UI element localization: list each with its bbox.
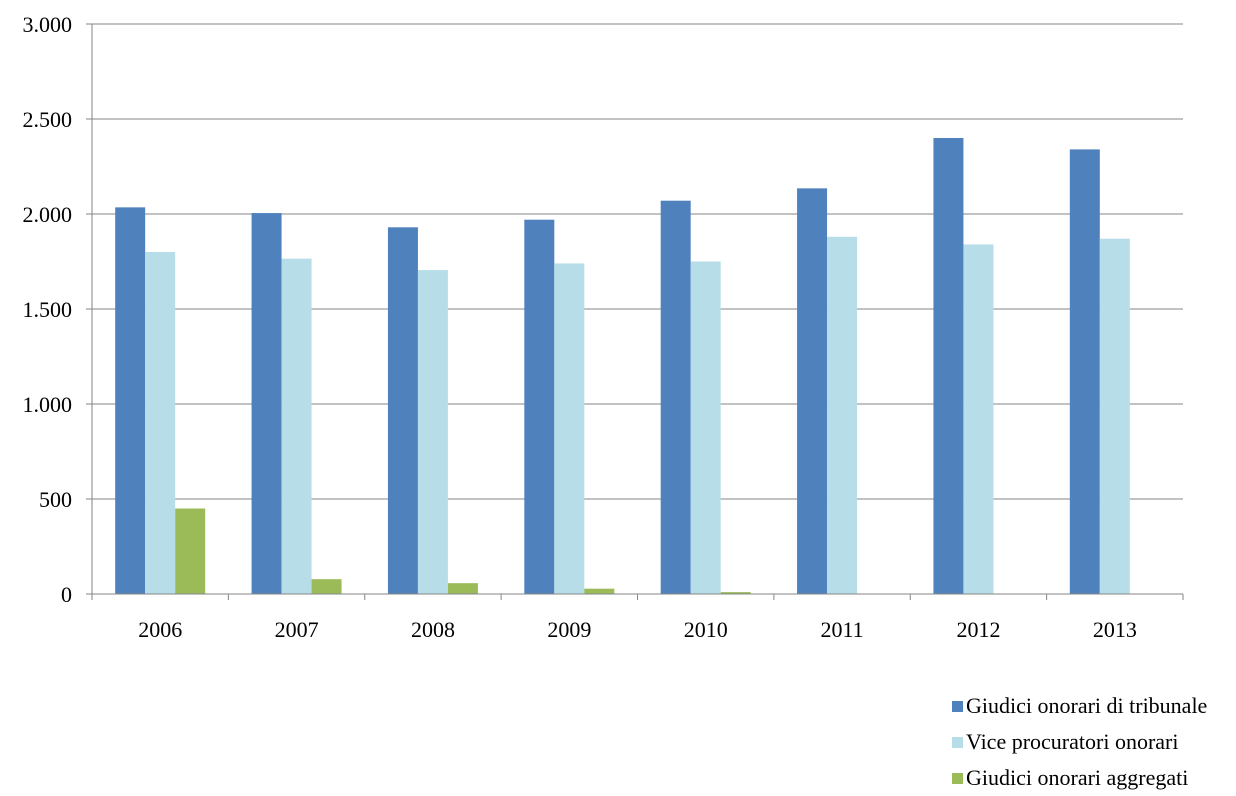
legend-swatch-2 [952, 772, 963, 784]
legend-label-0: Giudici onorari di tribunale [966, 693, 1208, 718]
y-tick-label: 3.000 [23, 12, 73, 37]
legend-label-2: Giudici onorari aggregati [966, 765, 1189, 790]
bar-2006-series-0 [115, 207, 146, 594]
bar-2012-series-1 [963, 244, 994, 594]
y-tick-label: 1.500 [23, 297, 73, 322]
x-tick-label: 2011 [820, 617, 863, 642]
x-tick-label: 2009 [547, 617, 591, 642]
y-tick-label: 2.000 [23, 202, 73, 227]
axes [86, 23, 1184, 600]
legend-swatch-1 [952, 736, 963, 748]
bar-2011-series-0 [797, 188, 828, 594]
bar-2006-series-2 [175, 508, 206, 594]
legend-swatch-0 [952, 700, 963, 712]
x-tick-label: 2006 [138, 617, 182, 642]
bars [115, 138, 1130, 595]
bar-2010-series-1 [690, 261, 721, 594]
bar-2006-series-1 [145, 252, 176, 594]
bar-2009-series-2 [584, 588, 615, 594]
x-tick-labels: 2006 2007 2008 2009 2010 2011 2012 2013 [138, 617, 1137, 642]
bar-2008-series-0 [387, 227, 418, 595]
y-tick-label: 0 [61, 582, 72, 607]
bar-2007-series-1 [281, 258, 312, 594]
x-tick-label: 2012 [956, 617, 1000, 642]
bar-2010-series-2 [720, 592, 751, 594]
bar-2013-series-1 [1099, 238, 1130, 594]
x-tick-label: 2007 [275, 617, 319, 642]
bar-2008-series-1 [417, 270, 448, 594]
legend-label-1: Vice procuratori onorari [966, 729, 1179, 754]
legend-item-series-2: Giudici onorari aggregati [952, 760, 1207, 796]
bar-2009-series-1 [554, 263, 585, 594]
y-tick-labels: 0 500 1.000 1.500 2.000 2.500 3.000 [23, 12, 73, 607]
bar-2007-series-2 [311, 579, 342, 594]
x-tick-label: 2013 [1093, 617, 1137, 642]
legend-item-series-0: Giudici onorari di tribunale [952, 688, 1207, 724]
bar-2009-series-0 [524, 219, 555, 594]
bar-2008-series-2 [447, 583, 478, 594]
bar-2013-series-0 [1069, 149, 1100, 594]
x-tick-label: 2008 [411, 617, 455, 642]
x-tick-label: 2010 [684, 617, 728, 642]
legend: Giudici onorari di tribunale Vice procur… [952, 688, 1207, 796]
legend-item-series-1: Vice procuratori onorari [952, 724, 1207, 760]
bar-2010-series-0 [660, 200, 691, 594]
bar-2007-series-0 [251, 213, 282, 595]
bar-2012-series-0 [933, 138, 964, 594]
bar-2011-series-1 [827, 236, 858, 595]
y-tick-label: 1.000 [23, 392, 73, 417]
y-tick-label: 2.500 [23, 107, 73, 132]
y-tick-label: 500 [39, 487, 72, 512]
